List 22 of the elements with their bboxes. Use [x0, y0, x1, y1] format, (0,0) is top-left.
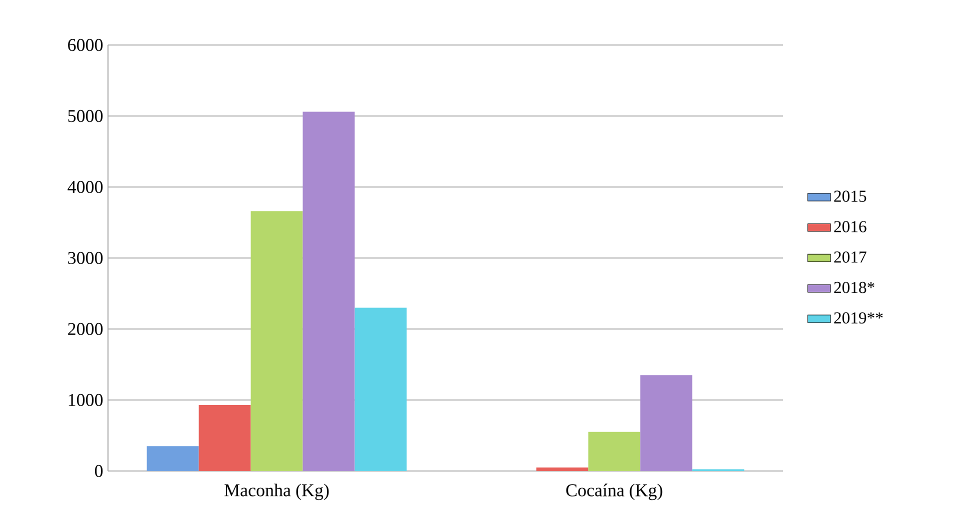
bar [250, 211, 303, 471]
legend-label: 2019** [834, 312, 883, 324]
bar [588, 432, 640, 471]
x-tick-label: Maconha (Kg) [224, 484, 329, 500]
legend-label: 2015 [834, 190, 866, 202]
bar [640, 375, 692, 471]
bar [198, 404, 251, 471]
legend-label: 2017 [834, 251, 866, 263]
y-tick-label: 2000 [68, 322, 103, 336]
bar [146, 446, 199, 471]
bar [302, 112, 355, 471]
y-tick-label: 3000 [68, 252, 103, 264]
bar [354, 308, 407, 471]
x-tick-label: Cocaína (Kg) [566, 484, 662, 500]
y-tick-label: 0 [94, 464, 103, 478]
y-tick-label: 4000 [68, 180, 103, 194]
y-tick-label: 1000 [68, 394, 103, 406]
legend-label: 2016 [834, 221, 866, 232]
y-tick-label: 5000 [68, 110, 103, 122]
y-tick-label: 6000 [68, 38, 103, 52]
legend-label: 2018* [834, 282, 874, 294]
bar [536, 467, 588, 471]
